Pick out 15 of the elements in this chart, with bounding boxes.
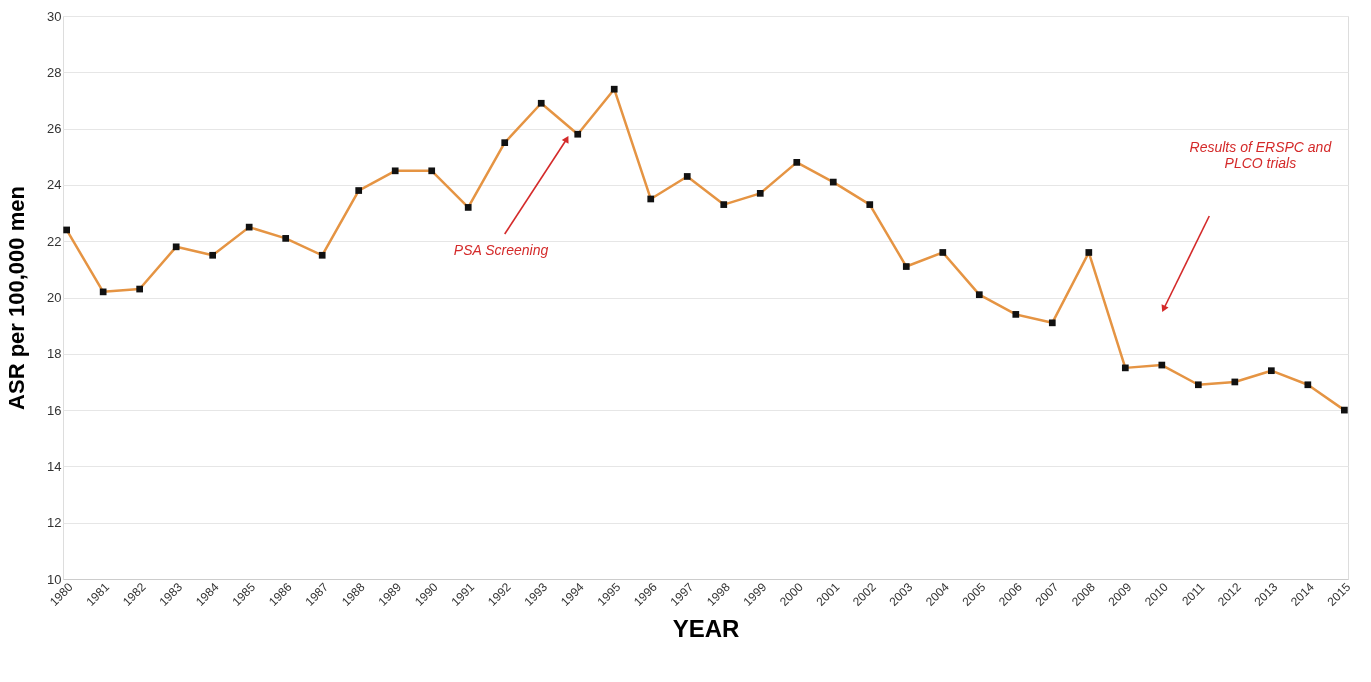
y-tick-label: 30 — [47, 8, 62, 24]
y-tick-label: 20 — [47, 290, 62, 305]
y-tick-label: 10 — [47, 571, 62, 587]
y-tick-label: 16 — [47, 402, 62, 418]
y-tick-label: 26 — [47, 121, 62, 137]
y-tick-label: 24 — [47, 177, 62, 193]
y-tick-label: 22 — [47, 233, 62, 249]
x-axis-title: YEAR — [672, 615, 740, 643]
y-tick-label: 12 — [47, 515, 62, 531]
y-axis-title: ASR per 100,000 men — [4, 186, 30, 410]
y-tick-label: 28 — [47, 64, 62, 80]
annotation: Results of ERSPC and PLCO trials — [1189, 139, 1333, 171]
y-tick-label: 14 — [47, 458, 62, 474]
y-tick-label: 18 — [47, 346, 62, 362]
annotation: PSA Screening — [453, 242, 549, 258]
